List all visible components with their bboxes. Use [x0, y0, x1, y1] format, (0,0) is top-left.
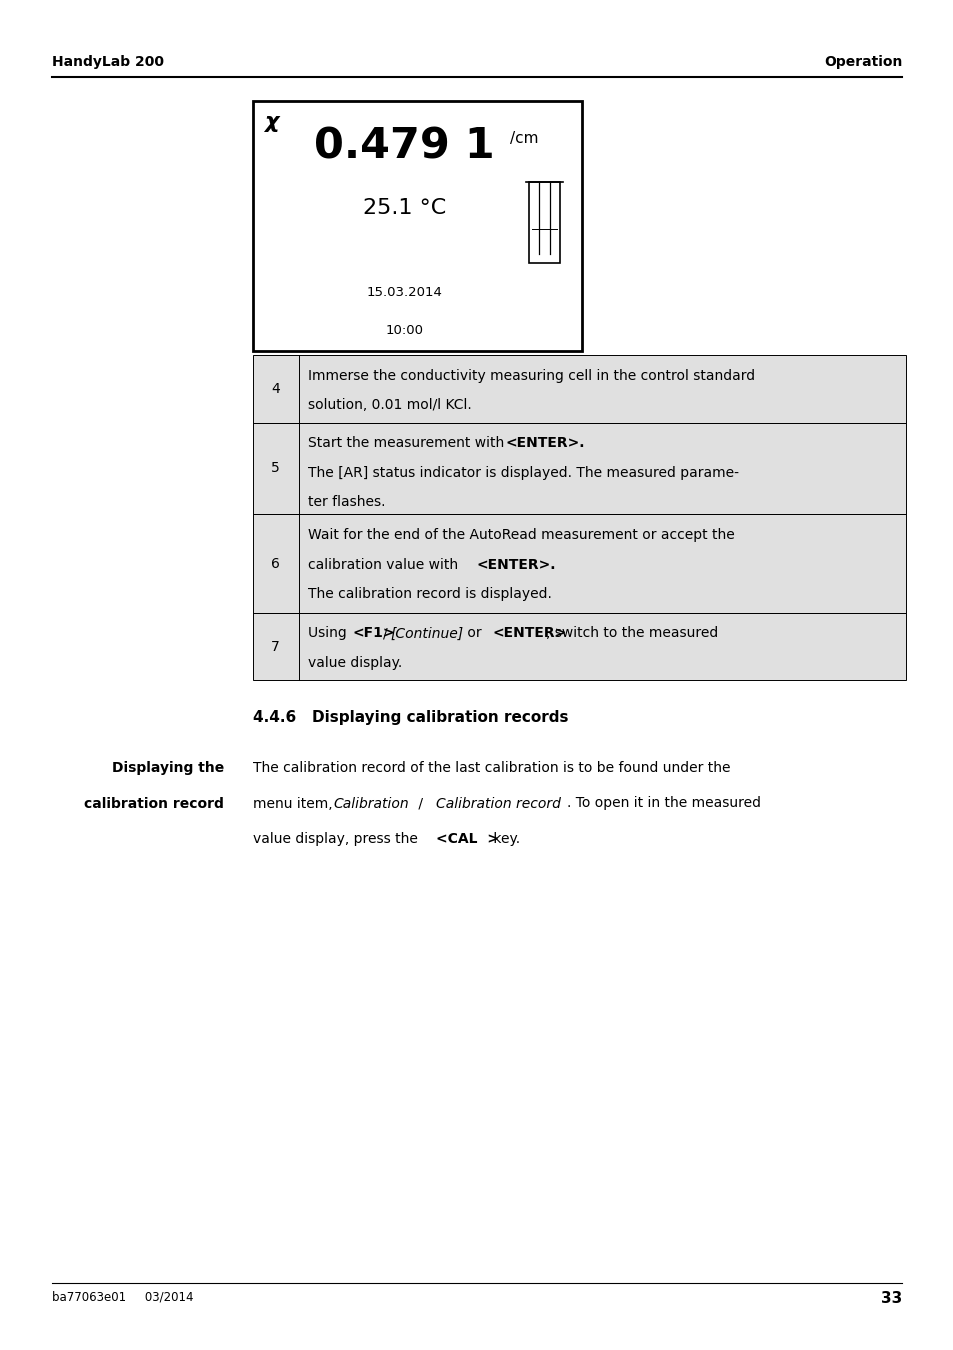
Text: χ: χ	[264, 112, 278, 132]
Text: or: or	[463, 626, 486, 640]
Bar	[253, 423, 905, 514]
Text: HandyLab 200: HandyLab 200	[51, 55, 163, 69]
Bar	[253, 514, 905, 613]
Text: <ENTER>.: <ENTER>.	[505, 436, 584, 450]
Text: menu item,: menu item,	[253, 796, 336, 810]
Bar	[253, 514, 905, 613]
Text: The [AR] status indicator is displayed. The measured parame-: The [AR] status indicator is displayed. …	[308, 466, 739, 479]
Text: /cm: /cm	[509, 131, 537, 146]
Text: calibration record: calibration record	[84, 796, 224, 810]
Text: Calibration: Calibration	[333, 796, 409, 810]
Text: Calibration record: Calibration record	[436, 796, 560, 810]
Bar	[529, 182, 559, 263]
Text: The calibration record is displayed.: The calibration record is displayed.	[308, 587, 552, 601]
Text: 4.4.6   Displaying calibration records: 4.4.6 Displaying calibration records	[253, 710, 568, 725]
Text: 10:00: 10:00	[385, 324, 423, 338]
Text: /: /	[382, 626, 387, 640]
Text: 6: 6	[271, 556, 280, 571]
Text: <ENTER>: <ENTER>	[492, 626, 566, 640]
Text: [Continue]: [Continue]	[390, 626, 463, 640]
Text: 0.479 1: 0.479 1	[314, 126, 494, 167]
Text: <F1>: <F1>	[352, 626, 395, 640]
Bar	[253, 613, 905, 680]
Text: 33: 33	[881, 1291, 902, 1305]
Text: ter flashes.: ter flashes.	[308, 495, 385, 509]
Text: <CAL  >: <CAL >	[436, 832, 498, 845]
Text: solution, 0.01 mol/l KCl.: solution, 0.01 mol/l KCl.	[308, 398, 472, 412]
Bar	[253, 423, 905, 514]
Text: Wait for the end of the AutoRead measurement or accept the: Wait for the end of the AutoRead measure…	[308, 528, 734, 541]
Text: Operation: Operation	[823, 55, 902, 69]
Text: Displaying the: Displaying the	[112, 761, 224, 775]
Text: 5: 5	[271, 462, 280, 475]
Text: value display.: value display.	[308, 656, 402, 670]
Text: 4: 4	[271, 382, 280, 396]
Text: The calibration record of the last calibration is to be found under the: The calibration record of the last calib…	[253, 761, 730, 775]
Text: . To open it in the measured: . To open it in the measured	[567, 796, 760, 810]
Text: 7: 7	[271, 640, 280, 653]
Text: calibration value with: calibration value with	[308, 558, 462, 571]
Text: key.: key.	[489, 832, 520, 845]
Text: 15.03.2014: 15.03.2014	[366, 286, 441, 300]
Text: Start the measurement with: Start the measurement with	[308, 436, 508, 450]
Text: value display, press the: value display, press the	[253, 832, 421, 845]
Text: , switch to the measured: , switch to the measured	[546, 626, 718, 640]
Bar	[253, 101, 581, 351]
Text: ba77063e01     03/2014: ba77063e01 03/2014	[51, 1291, 193, 1304]
Bar	[253, 613, 905, 680]
Text: <ENTER>.: <ENTER>.	[476, 558, 556, 571]
Text: Immerse the conductivity measuring cell in the control standard: Immerse the conductivity measuring cell …	[308, 369, 755, 382]
Text: Using: Using	[308, 626, 351, 640]
Bar	[253, 355, 905, 423]
Text: /: /	[414, 796, 427, 810]
Text: 25.1 °C: 25.1 °C	[362, 198, 445, 219]
Bar	[253, 355, 905, 423]
